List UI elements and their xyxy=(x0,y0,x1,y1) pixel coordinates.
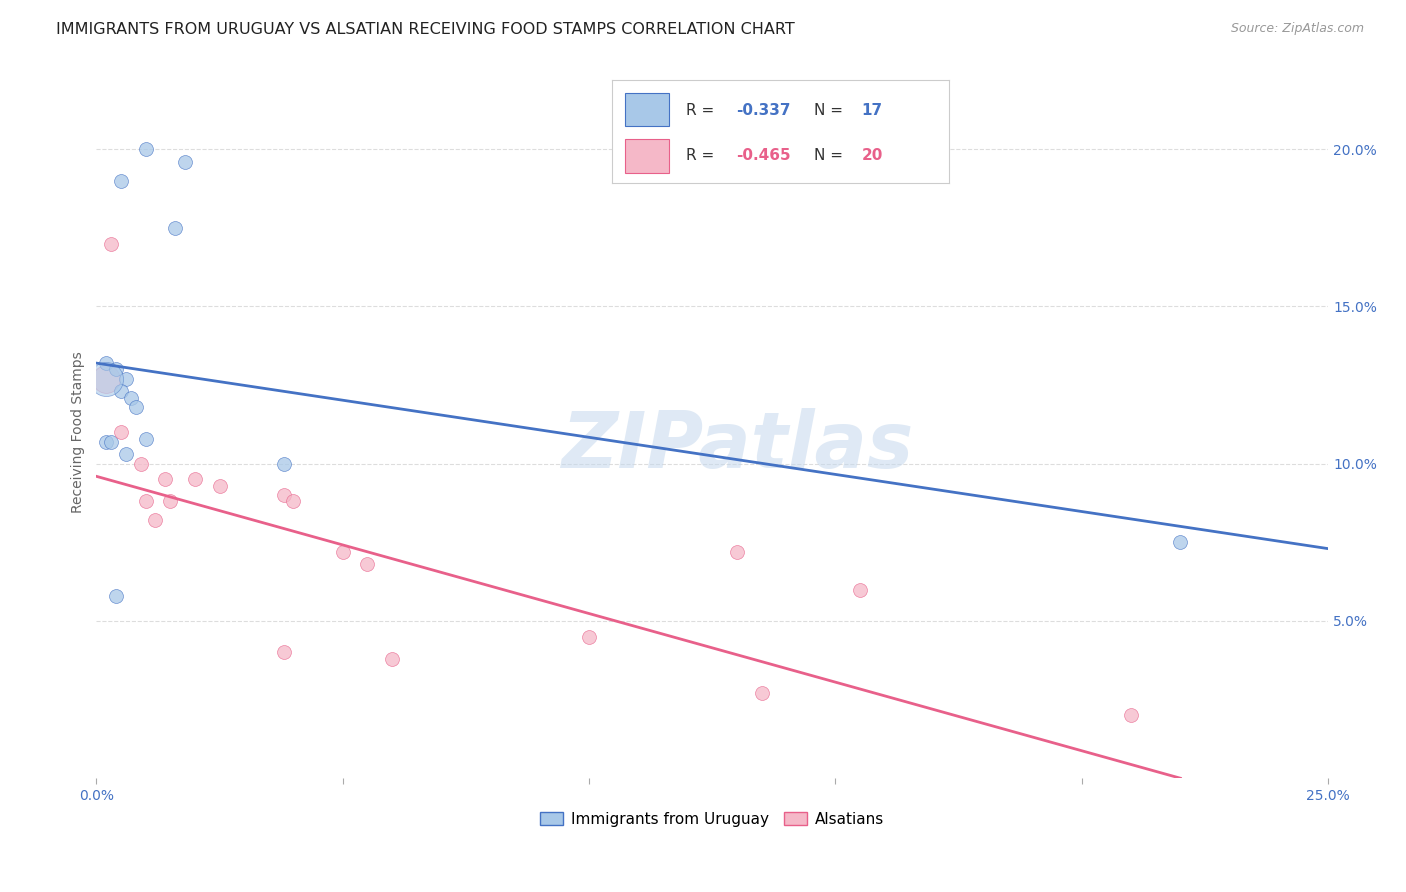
Y-axis label: Receiving Food Stamps: Receiving Food Stamps xyxy=(72,351,86,513)
Bar xyxy=(626,139,669,173)
Text: Source: ZipAtlas.com: Source: ZipAtlas.com xyxy=(1230,22,1364,36)
Point xyxy=(159,494,181,508)
Point xyxy=(273,457,295,471)
Point xyxy=(273,645,295,659)
Bar xyxy=(626,93,669,127)
Text: 17: 17 xyxy=(862,103,883,118)
Text: -0.465: -0.465 xyxy=(737,148,792,162)
Text: ZIPatlas: ZIPatlas xyxy=(561,409,912,484)
Point xyxy=(120,391,142,405)
Point xyxy=(96,434,118,449)
Point xyxy=(135,142,157,156)
Point xyxy=(105,362,128,376)
Point xyxy=(165,220,187,235)
Point xyxy=(110,174,132,188)
Point xyxy=(110,384,132,399)
Text: -0.337: -0.337 xyxy=(737,103,792,118)
Point xyxy=(100,434,122,449)
Point xyxy=(115,447,138,461)
Point xyxy=(110,425,132,440)
Point xyxy=(105,589,128,603)
Point xyxy=(96,372,118,386)
Point xyxy=(1119,708,1142,723)
Point xyxy=(96,356,118,370)
Point xyxy=(356,558,378,572)
Point xyxy=(115,372,138,386)
Point xyxy=(849,582,872,597)
Point xyxy=(751,686,773,700)
Point xyxy=(184,473,207,487)
Point xyxy=(381,651,404,665)
Text: N =: N = xyxy=(814,103,844,118)
Point xyxy=(283,494,305,508)
Text: IMMIGRANTS FROM URUGUAY VS ALSATIAN RECEIVING FOOD STAMPS CORRELATION CHART: IMMIGRANTS FROM URUGUAY VS ALSATIAN RECE… xyxy=(56,22,794,37)
Point xyxy=(1170,535,1192,549)
Point xyxy=(725,545,748,559)
Point xyxy=(273,488,295,502)
Point xyxy=(129,457,152,471)
Legend: Immigrants from Uruguay, Alsatians: Immigrants from Uruguay, Alsatians xyxy=(534,805,890,833)
Point xyxy=(332,545,354,559)
Point xyxy=(100,236,122,251)
Point xyxy=(96,372,118,386)
Point xyxy=(174,154,197,169)
Point xyxy=(578,630,600,644)
Point xyxy=(135,432,157,446)
Text: N =: N = xyxy=(814,148,844,162)
Point xyxy=(208,479,231,493)
Point xyxy=(125,400,148,414)
Text: R =: R = xyxy=(686,148,714,162)
Point xyxy=(155,473,177,487)
Point xyxy=(145,513,167,527)
Point xyxy=(135,494,157,508)
Text: 20: 20 xyxy=(862,148,883,162)
Text: R =: R = xyxy=(686,103,714,118)
